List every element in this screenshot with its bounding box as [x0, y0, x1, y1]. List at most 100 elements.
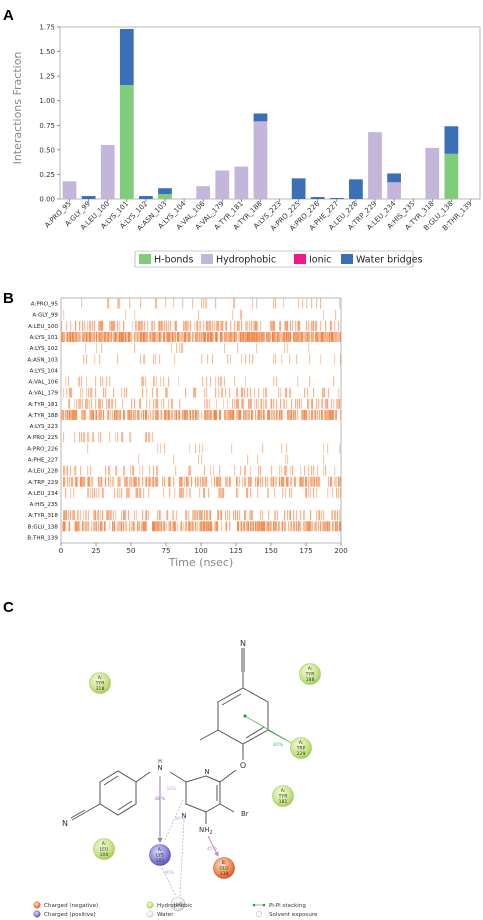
svg-text:TRP: TRP — [296, 746, 306, 752]
svg-text:TYR: TYR — [278, 794, 289, 800]
bar-hydrophobic-a-tyr_318 — [425, 147, 440, 199]
x-axis-title: Time (nsec) — [168, 556, 234, 569]
timeline-row-label: B:GLU_138 — [28, 524, 59, 530]
legend-charged-positive-swatch — [33, 910, 41, 918]
timeline-row-label: A:VAL_106 — [29, 380, 59, 386]
bar-hydrophobic-a-pro_95 — [62, 181, 77, 199]
water-bridge-water-ring — [179, 819, 185, 897]
pipi-stacking-line — [244, 715, 301, 749]
residue-leu100: A: LEU 100 — [93, 838, 115, 860]
pipi-percent: 80% — [273, 742, 284, 748]
legend-pipi: Pi-Pi stacking — [269, 903, 306, 909]
legend-swatch-h-bonds — [139, 254, 151, 264]
timeline-row-a-leu_234 — [65, 487, 342, 498]
legend-swatch-hydrophobic — [201, 254, 213, 264]
bar-water-bridges-a-lys_101 — [119, 28, 134, 85]
timeline-row-label: B:THR_139 — [27, 535, 58, 541]
timeline-row-label: A:PRO_226 — [27, 446, 58, 452]
timeline-row-label: A:LEU_234 — [28, 491, 58, 497]
timeline-row-label: A:VAL_179 — [29, 391, 59, 397]
legend-swatch-ionic — [294, 254, 306, 264]
svg-text:101: 101 — [156, 858, 165, 864]
time-tick-label: 0 — [59, 547, 63, 555]
bar-hydrophobic-a-tyr_181 — [234, 166, 249, 199]
svg-text:A:: A: — [281, 788, 286, 794]
timeline-row-label: A:PRO_225 — [27, 435, 58, 441]
bar-hydrophobic-a-trp_229 — [368, 132, 382, 199]
timeline-row-a-trp_229 — [63, 476, 342, 487]
nitrile-n-top: N — [240, 639, 246, 648]
timeline-row-a-val_106 — [65, 376, 335, 387]
bar-water-bridges-b-glu_138 — [444, 126, 459, 154]
ring-water2-percent: 46% — [164, 870, 175, 876]
timeline-row-label: A:HIS_235 — [30, 502, 59, 508]
legend-hydrophobic: Hydrophobic — [157, 903, 192, 909]
timeline-row-a-pro_226 — [87, 443, 341, 454]
time-tick-label: 100 — [194, 547, 207, 555]
y-tick-label: 0.50 — [39, 146, 55, 154]
svg-text:229: 229 — [297, 751, 306, 757]
svg-text:181: 181 — [279, 799, 288, 805]
time-tick-label: 175 — [299, 547, 312, 555]
timeline-row-label: A:TRP_229 — [28, 480, 58, 486]
svg-text:138: 138 — [220, 871, 229, 877]
svg-text:A:: A: — [299, 740, 304, 746]
timeline-row-a-tyr_188 — [61, 409, 342, 420]
bar-hydrophobic-a-val_106 — [196, 186, 211, 199]
timeline-row-label: A:ASN_103 — [27, 357, 58, 363]
hbond-ring-lys101 — [163, 799, 184, 843]
timeline-row-label: A:PHE_227 — [28, 457, 59, 463]
timeline-row-a-pro_95 — [81, 298, 341, 309]
lys-water-percent: 46% — [175, 816, 186, 822]
amine-n: N — [157, 764, 162, 772]
svg-text:A:: A: — [308, 666, 313, 672]
residue-tyr318: A: TYR 318 — [89, 672, 111, 694]
legend-label-h-bonds: H-bonds — [154, 255, 193, 266]
timeline-row-a-tyr_318 — [63, 510, 341, 521]
timeline-row-label: A:LEU_100 — [28, 324, 58, 330]
y-tick-label: 0.00 — [39, 196, 55, 204]
svg-text:318: 318 — [96, 686, 105, 692]
bar-water-bridges-a-leu_234 — [387, 173, 401, 183]
timeline-row-label: A:TYR_188 — [28, 413, 58, 419]
bromine-label: Br — [241, 810, 249, 818]
legend-charged-positive: Charged (positive) — [44, 912, 96, 918]
bar-water-bridges-a-asn_103 — [158, 188, 172, 195]
timeline-row-label: A:LEU_228 — [28, 469, 58, 475]
residue-lys101: A: LYS 101 — [149, 844, 171, 866]
ring-n-2: N — [181, 812, 186, 820]
bar-h-bonds-b-glu_138 — [444, 153, 459, 199]
time-tick-label: 125 — [229, 547, 242, 555]
svg-text:A:: A: — [158, 847, 163, 853]
y-axis-title: Interactions Fraction — [11, 52, 24, 165]
nitrile-n-left: N — [62, 819, 68, 828]
timeline-row-label: A:LYS_102 — [30, 346, 58, 352]
timeline-row-label: A:GLY_99 — [32, 313, 58, 319]
hbond-nh2-glu138 — [207, 835, 219, 857]
timeline-row-a-lys_101 — [61, 332, 342, 342]
timeline-row-label: A:LYS_223 — [30, 424, 59, 430]
bar-water-bridges-a-phe_227 — [329, 198, 344, 199]
residue-tyr181: A: TYR 181 — [272, 785, 294, 807]
pipi-ring-centroid — [243, 714, 247, 718]
legend-hydrophobic-swatch — [146, 901, 154, 909]
svg-text:A:: A: — [98, 675, 103, 681]
timeline-row-a-asn_103 — [83, 354, 342, 365]
bar-water-bridges-a-pro_225 — [291, 178, 306, 199]
time-tick-label: 200 — [334, 547, 347, 555]
svg-text:GLU: GLU — [219, 866, 228, 872]
timeline-row-a-leu_100 — [61, 320, 340, 331]
time-tick-label: 50 — [127, 547, 136, 555]
time-tick-label: 150 — [264, 547, 277, 555]
amino-label: NH2 — [199, 826, 213, 836]
bar-hydrophobic-a-leu_234 — [387, 182, 401, 199]
svg-text:100: 100 — [100, 852, 109, 858]
ether-oxygen: O — [240, 761, 246, 770]
bar-h-bonds-a-lys_101 — [119, 84, 134, 199]
panel-b-timeline: Time (nsec) A:PRO_95 A:GLY_99 A:LEU_100 A:L… — [27, 297, 348, 569]
timeline-row-label: A:PRO_95 — [31, 302, 59, 308]
timeline-row-a-val_179 — [63, 387, 340, 398]
svg-text:LYS: LYS — [156, 853, 164, 859]
water-molecule: H₂O — [170, 896, 186, 912]
timeline-row-b-glu_138 — [62, 521, 342, 532]
